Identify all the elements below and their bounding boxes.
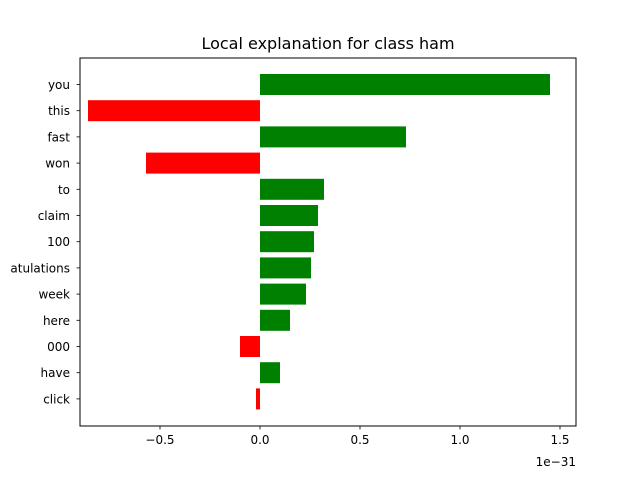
bar-this <box>88 100 260 122</box>
bar-click <box>256 388 260 410</box>
x-tick-label: 1.0 <box>450 433 469 447</box>
bar-congratulations <box>260 257 311 279</box>
y-tick-label: week <box>38 288 70 302</box>
bar-claim <box>260 205 318 226</box>
y-tick-label: to <box>58 183 70 197</box>
bar-to <box>260 178 324 200</box>
bar-here <box>260 309 290 331</box>
bar-have <box>260 362 280 384</box>
y-tick-label: 000 <box>47 340 70 354</box>
y-tick-label: here <box>43 314 70 328</box>
y-tick-label: have <box>41 366 70 380</box>
bar-fast <box>260 126 406 148</box>
bar-you <box>260 74 550 95</box>
x-tick-label: −0.5 <box>145 433 174 447</box>
axes-frame <box>79 57 577 427</box>
bar-100 <box>260 231 314 253</box>
x-axis-scale-label: 1e−31 <box>536 455 576 469</box>
y-tick-label: 100 <box>47 235 70 249</box>
x-tick-label: 0.5 <box>350 433 369 447</box>
chart-title: Local explanation for class ham <box>201 34 454 53</box>
x-axis-ticks: −0.5 0.0 0.5 1.0 1.5 <box>145 426 570 447</box>
bar-week <box>260 283 306 305</box>
y-tick-label: you <box>48 78 70 92</box>
y-tick-label: atulations <box>10 261 70 275</box>
bar-won <box>146 152 260 174</box>
y-tick-label: fast <box>47 130 70 144</box>
y-tick-label: won <box>45 157 70 171</box>
bar-000 <box>240 336 260 357</box>
y-tick-label: claim <box>38 209 70 223</box>
y-tick-label: this <box>48 104 70 118</box>
y-tick-label: click <box>43 392 70 406</box>
bars-group <box>88 74 550 410</box>
x-tick-label: 0.0 <box>250 433 269 447</box>
x-tick-label: 1.5 <box>550 433 569 447</box>
y-axis-ticks: you this fast won to claim 100 atulations week he… <box>10 78 80 406</box>
